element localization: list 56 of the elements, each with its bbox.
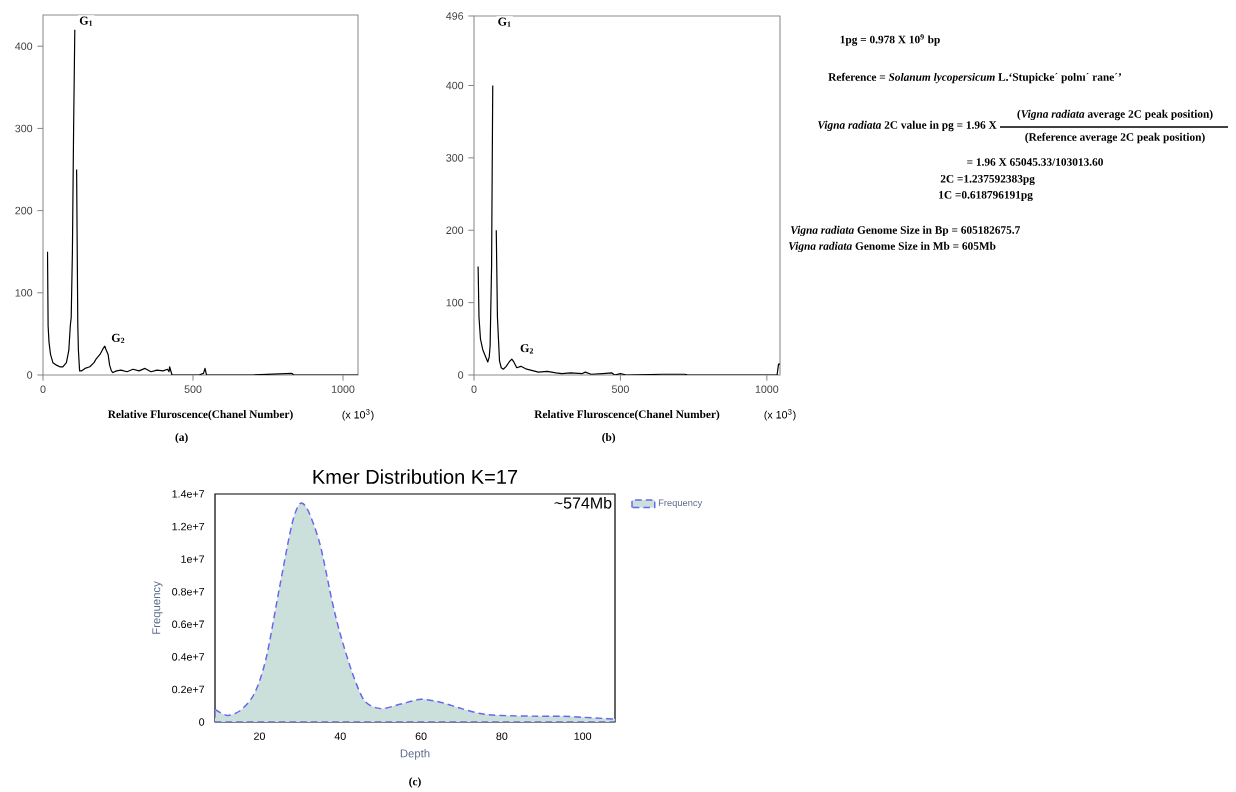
x-tick-label: 500	[184, 385, 202, 393]
y-tick-label: 0	[27, 371, 33, 379]
x-axis-title: Depth	[400, 749, 430, 760]
y-tick-label: 0	[458, 371, 464, 379]
y-tick-label: 400	[446, 81, 464, 90]
annotation: G$_{1}$	[498, 17, 511, 27]
text: = 1.96 X 65045.33/103013.60	[967, 158, 1103, 166]
text: 1pg = 0.978 X 10$^{9}$ bp	[840, 34, 940, 46]
text: (Vigna radiata average 2C peak position)	[1017, 109, 1213, 121]
text: Vigna radiata Genome Size in Bp = 605182675.7	[790, 225, 1020, 237]
x-tick-label: 80	[496, 732, 508, 740]
annotation: G$_{2}$	[520, 344, 534, 354]
text: (Reference average 2C peak position)	[1025, 132, 1205, 144]
x-tick-label: 0	[471, 385, 477, 393]
x-tick-label: 1000	[755, 385, 779, 393]
y-tick-label: 1e+7	[181, 555, 205, 563]
annotation: G$_{1}$	[79, 16, 93, 26]
x-axis-title: Relative Fluroscence(Chanel Number)	[534, 410, 720, 421]
text: Reference = Solanum lycopersicum L.‘Stupicke´ polnı´ rane´’	[828, 72, 1122, 84]
y-tick-label: 300	[15, 124, 33, 133]
y-tick-label: 0.8e+7	[172, 587, 205, 596]
chart-title: Kmer Distribution K=17	[313, 469, 518, 484]
y-tick-label: 100	[446, 298, 464, 307]
text: 2C =1.237592383pg	[940, 174, 1035, 185]
y-tick-label: 400	[15, 42, 33, 50]
annotation: ~574Mb	[554, 496, 612, 509]
text: Vigna radiata 2C value in pg = 1.96 X	[818, 120, 997, 132]
text: (a)	[175, 433, 188, 444]
x-axis-title: Relative Fluroscence(Chanel Number)	[107, 410, 293, 421]
y-tick-label: 300	[446, 154, 464, 162]
y-axis-title: Frequency	[152, 581, 163, 634]
text: (b)	[602, 433, 616, 444]
y-tick-label: 200	[446, 226, 464, 234]
y-tick-label: 0	[199, 718, 205, 726]
text: Vigna radiata Genome Size in Mb = 605Mb	[788, 241, 996, 253]
x-tick-label: 40	[334, 732, 346, 740]
x-tick-label: 500	[611, 385, 629, 393]
y-tick-label: 0.6e+7	[172, 620, 205, 629]
x-tick-label: 100	[574, 732, 592, 740]
y-tick-label: 200	[15, 206, 33, 215]
y-tick-label: 100	[15, 289, 33, 297]
text: (c)	[409, 777, 421, 788]
y-tick-label: 0.4e+7	[172, 653, 205, 661]
x-tick-label: 20	[254, 732, 265, 740]
x-tick-label: 60	[415, 732, 427, 740]
x-tick-label: 1000	[331, 385, 355, 393]
text: (x 10$^{3}$)	[342, 409, 374, 421]
annotation: G$_{2}$	[111, 333, 125, 344]
y-tick-label: 1.4e+7	[172, 490, 205, 498]
y-tick-label: 496	[446, 12, 464, 20]
y-tick-label: 1.2e+7	[172, 522, 205, 531]
text: 1C =0.618796191pg	[939, 190, 1033, 201]
y-tick-label: 0.2e+7	[172, 685, 205, 694]
legend-label: Frequency	[658, 499, 703, 508]
x-tick-label: 0	[40, 385, 46, 393]
text: (x 10$^{3}$)	[764, 409, 796, 421]
